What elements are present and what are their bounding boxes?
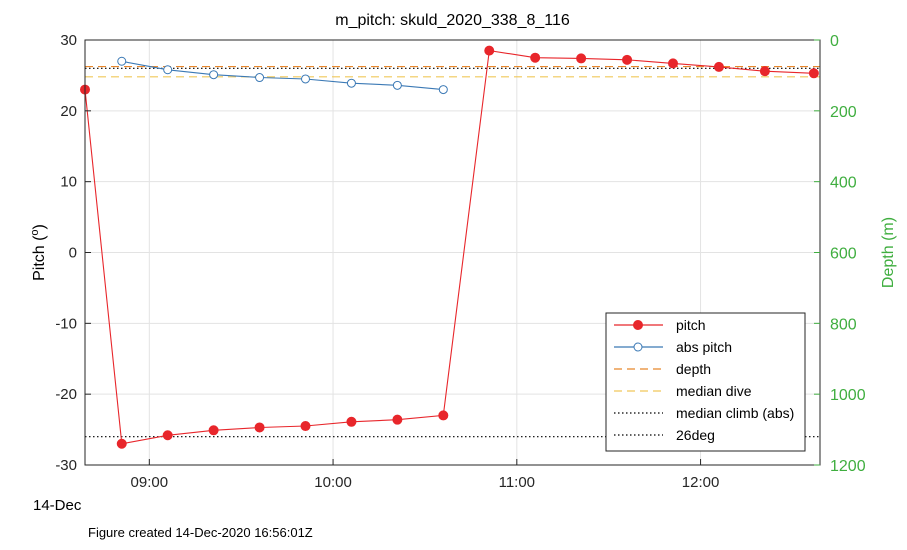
legend-marker [633, 342, 643, 352]
legend: pitch abs pitch depth median dive median cli… [605, 312, 806, 452]
left-axis-label-close: ) [31, 224, 48, 229]
legend-label: median dive [676, 383, 752, 399]
abs-pitch-point [301, 74, 310, 84]
left-axis-label-text: Pitch ( [31, 235, 48, 281]
pitch-point [576, 53, 587, 64]
left-tick-label: 20 [60, 103, 77, 120]
legend-marker [633, 320, 643, 330]
pitch-point [759, 66, 770, 77]
abs-pitch-point [255, 73, 265, 83]
right-axis-ticks: 0 200 400 600 800 1000 1200 [814, 33, 866, 475]
abs-pitch-point [209, 70, 219, 80]
abs-pitch-point [438, 85, 448, 95]
pitch-point [622, 54, 633, 65]
x-tick-label: 09:00 [131, 474, 169, 491]
pitch-point [668, 58, 678, 69]
left-tick-label: 0 [69, 245, 77, 262]
pitch-point [346, 416, 357, 427]
pitch-point [162, 430, 173, 441]
date-label: 14-Dec [33, 497, 82, 514]
abs-pitch-point [117, 56, 127, 66]
left-axis-ticks: 30 20 10 0 -10 -20 -30 [55, 32, 91, 474]
footer-caption: Figure created 14-Dec-2020 16:56:01Z [88, 525, 313, 540]
abs-pitch-point [163, 65, 173, 75]
pitch-point [713, 61, 724, 72]
right-tick-label: 0 [830, 33, 839, 50]
right-tick-label: 400 [830, 175, 857, 192]
left-tick-label: -10 [55, 315, 77, 332]
pitch-point [300, 421, 311, 432]
x-axis-ticks: 09:00 10:00 11:00 12:00 [131, 459, 720, 491]
x-tick-label: 10:00 [314, 474, 352, 491]
left-axis-label: Pitch (o) [29, 224, 48, 281]
pitch-point [208, 425, 219, 436]
legend-label: abs pitch [676, 339, 732, 355]
left-tick-label: -30 [55, 457, 77, 474]
pitch-point [484, 45, 495, 56]
series-layer [80, 45, 819, 449]
chart-title: m_pitch: skuld_2020_338_8_116 [335, 12, 570, 29]
left-tick-label: 10 [60, 174, 77, 191]
pitch-point [392, 414, 403, 425]
right-tick-label: 1000 [830, 387, 866, 404]
legend-label: depth [676, 361, 711, 377]
left-axis-label-sup: o [29, 229, 41, 235]
x-tick-label: 11:00 [499, 474, 535, 491]
left-tick-label: 30 [60, 32, 77, 49]
left-tick-label: -20 [55, 386, 77, 403]
right-tick-label: 200 [830, 104, 857, 121]
right-tick-label: 600 [830, 246, 857, 263]
x-tick-label: 12:00 [682, 474, 720, 491]
series-line-abs-pitch [121, 60, 444, 91]
pitch-point [254, 422, 265, 433]
pitch-point [116, 438, 127, 449]
legend-label: 26deg [676, 427, 715, 443]
pitch-point [808, 68, 819, 79]
abs-pitch-point [392, 80, 402, 90]
legend-label: pitch [676, 317, 706, 333]
pitch-point [530, 52, 541, 63]
right-axis-label: Depth (m) [880, 217, 897, 288]
legend-box [605, 312, 806, 452]
abs-pitch-point [346, 78, 356, 88]
pitch-point [438, 410, 449, 421]
right-tick-label: 800 [830, 316, 857, 333]
right-tick-label: 1200 [830, 458, 866, 475]
legend-label: median climb (abs) [676, 405, 794, 421]
